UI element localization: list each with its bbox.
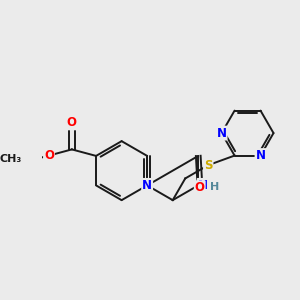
Text: CH₃: CH₃ bbox=[0, 154, 22, 164]
Text: N: N bbox=[217, 127, 226, 140]
Text: N: N bbox=[142, 179, 152, 192]
Text: N: N bbox=[198, 179, 208, 192]
Text: O: O bbox=[67, 116, 77, 129]
Text: H: H bbox=[210, 182, 219, 192]
Text: O: O bbox=[44, 148, 54, 162]
Text: S: S bbox=[204, 159, 212, 172]
Text: O: O bbox=[195, 181, 205, 194]
Text: N: N bbox=[256, 149, 266, 162]
